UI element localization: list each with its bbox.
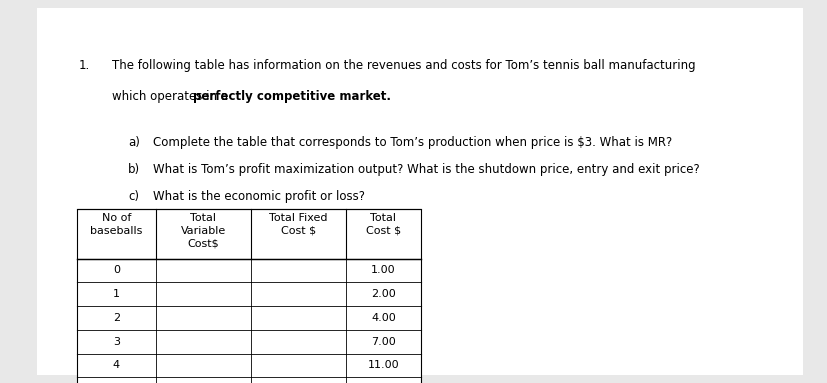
- Text: b): b): [128, 163, 141, 176]
- Text: baseballs: baseballs: [90, 226, 142, 236]
- Text: 1.00: 1.00: [370, 265, 395, 275]
- Text: Complete the table that corresponds to Tom’s production when price is $3. What i: Complete the table that corresponds to T…: [153, 136, 672, 149]
- Text: 3: 3: [112, 337, 120, 347]
- Text: The following table has information on the revenues and costs for Tom’s tennis b: The following table has information on t…: [112, 59, 695, 72]
- Text: Variable: Variable: [180, 226, 226, 236]
- Text: No of: No of: [102, 213, 131, 223]
- Text: 4: 4: [112, 360, 120, 370]
- Text: perfectly competitive market.: perfectly competitive market.: [193, 90, 390, 103]
- Text: Total: Total: [190, 213, 216, 223]
- Text: Cost $: Cost $: [366, 226, 400, 236]
- Text: a): a): [128, 136, 140, 149]
- Text: 0: 0: [112, 265, 120, 275]
- Text: 2: 2: [112, 313, 120, 323]
- Text: What is Tom’s profit maximization output? What is the shutdown price, entry and : What is Tom’s profit maximization output…: [153, 163, 699, 176]
- Text: which operates in a: which operates in a: [112, 90, 232, 103]
- Text: 4.00: 4.00: [370, 313, 395, 323]
- Text: 11.00: 11.00: [367, 360, 399, 370]
- Text: What is the economic profit or loss?: What is the economic profit or loss?: [153, 190, 365, 203]
- Text: Cost$: Cost$: [187, 239, 219, 249]
- Text: c): c): [128, 190, 139, 203]
- Text: Total Fixed: Total Fixed: [269, 213, 327, 223]
- Text: 1.: 1.: [79, 59, 90, 72]
- Text: 7.00: 7.00: [370, 337, 395, 347]
- Text: Total: Total: [370, 213, 396, 223]
- Text: Cost $: Cost $: [280, 226, 316, 236]
- Text: 1: 1: [112, 289, 120, 299]
- Text: 2.00: 2.00: [370, 289, 395, 299]
